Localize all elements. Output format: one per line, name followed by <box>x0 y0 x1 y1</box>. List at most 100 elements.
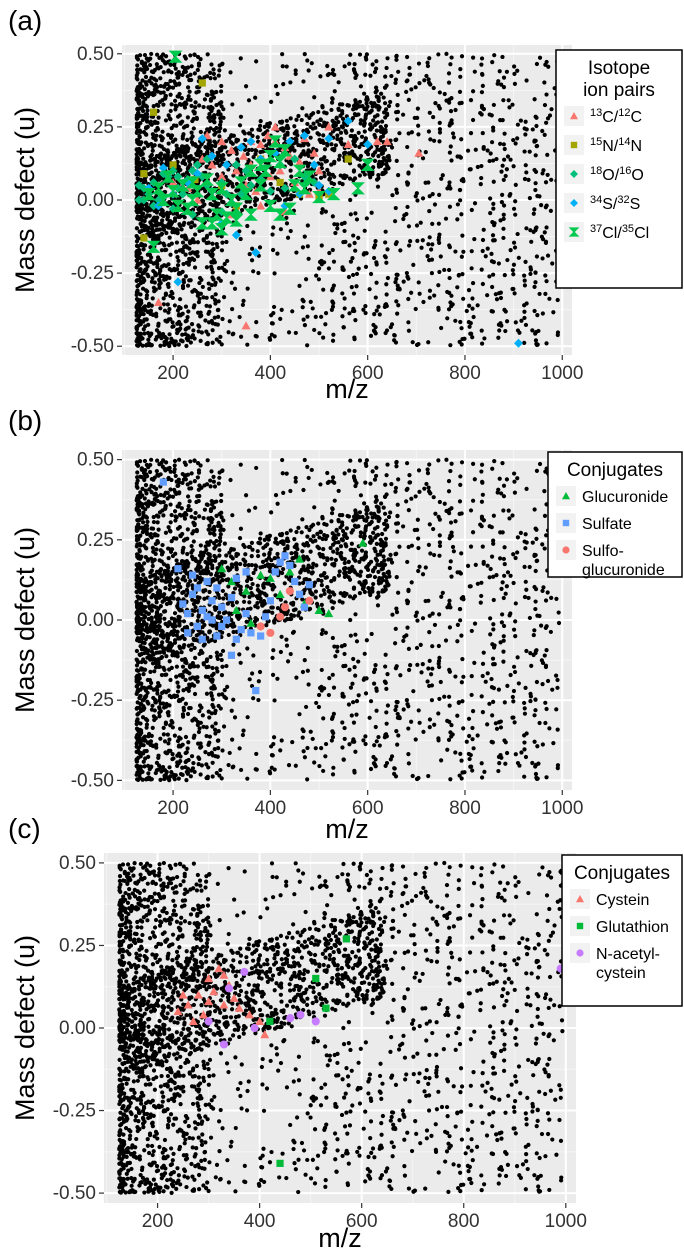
feature-point <box>149 170 154 175</box>
feature-point <box>190 118 195 124</box>
feature-point <box>406 243 412 248</box>
feature-point <box>244 199 249 204</box>
feature-point <box>323 311 329 316</box>
feature-point <box>372 243 378 248</box>
feature-point <box>448 62 453 67</box>
feature-point <box>395 92 400 97</box>
feature-point <box>327 250 332 256</box>
feature-point <box>530 328 535 333</box>
feature-point <box>348 133 353 139</box>
feature-point <box>329 100 335 105</box>
feature-point <box>167 267 172 272</box>
feature-point <box>152 669 157 674</box>
feature-point <box>545 116 551 121</box>
feature-point <box>551 310 556 315</box>
feature-point <box>505 154 511 159</box>
feature-point <box>159 232 164 237</box>
feature-point <box>503 173 508 179</box>
feature-point <box>221 596 226 601</box>
feature-point <box>319 243 324 248</box>
feature-point <box>513 182 518 188</box>
feature-point <box>203 674 209 679</box>
feature-point <box>185 97 191 102</box>
feature-point <box>161 227 167 232</box>
feature-point <box>491 158 496 163</box>
feature-point <box>184 101 189 107</box>
feature-point <box>540 311 545 316</box>
feature-point <box>181 172 186 177</box>
feature-point <box>449 55 454 60</box>
feature-point <box>150 563 155 569</box>
feature-point <box>230 556 235 561</box>
feature-point <box>211 259 216 264</box>
feature-point <box>276 196 281 201</box>
feature-point <box>430 221 435 226</box>
feature-point <box>487 158 492 164</box>
feature-point <box>195 675 200 680</box>
x-tick-label: 400 <box>255 363 287 384</box>
feature-point <box>253 202 258 208</box>
feature-point <box>140 108 146 114</box>
feature-point <box>217 122 223 127</box>
feature-point <box>169 102 174 107</box>
feature-point <box>159 643 164 648</box>
feature-point <box>245 342 250 347</box>
feature-point <box>532 207 537 212</box>
feature-point <box>515 68 520 73</box>
feature-point <box>501 226 506 231</box>
feature-point <box>416 61 422 66</box>
feature-point <box>314 273 319 278</box>
feature-point <box>150 526 156 531</box>
feature-point <box>180 240 186 245</box>
feature-point <box>176 313 181 318</box>
feature-point <box>142 243 148 248</box>
feature-point <box>421 299 426 305</box>
feature-point <box>158 90 163 95</box>
feature-point <box>351 107 356 112</box>
feature-point <box>351 291 357 296</box>
feature-point <box>153 273 158 278</box>
feature-point <box>173 518 178 523</box>
feature-point <box>192 479 197 484</box>
legend-title: ion pairs <box>583 80 655 101</box>
feature-point <box>177 305 182 310</box>
feature-point <box>450 131 456 136</box>
feature-point <box>197 280 202 286</box>
feature-point <box>305 58 310 63</box>
feature-point <box>170 720 175 725</box>
feature-point <box>201 295 206 300</box>
feature-point <box>151 261 156 266</box>
feature-point <box>357 99 363 104</box>
feature-point <box>533 226 538 231</box>
feature-point <box>315 119 320 124</box>
feature-point <box>145 519 150 524</box>
feature-point <box>207 715 212 720</box>
feature-point <box>340 181 345 187</box>
feature-point <box>211 671 216 676</box>
feature-point <box>270 232 275 237</box>
feature-point <box>148 574 153 579</box>
feature-point <box>187 499 192 504</box>
feature-point <box>380 161 385 166</box>
feature-point <box>480 83 485 88</box>
feature-point <box>167 659 172 664</box>
feature-point <box>157 714 162 719</box>
feature-point <box>144 530 149 535</box>
feature-point <box>401 112 406 117</box>
feature-point <box>436 221 441 226</box>
feature-point <box>357 163 362 168</box>
feature-point <box>323 159 328 164</box>
feature-point <box>369 210 374 215</box>
feature-point <box>181 132 186 137</box>
feature-point <box>144 56 149 61</box>
feature-point <box>187 89 192 94</box>
feature-point <box>213 721 218 726</box>
feature-point <box>211 474 216 479</box>
feature-point <box>154 314 159 319</box>
feature-point <box>459 254 464 259</box>
feature-point <box>185 333 191 338</box>
feature-point <box>449 158 454 163</box>
feature-point <box>352 335 357 340</box>
feature-point <box>550 261 555 266</box>
feature-point <box>511 206 517 211</box>
